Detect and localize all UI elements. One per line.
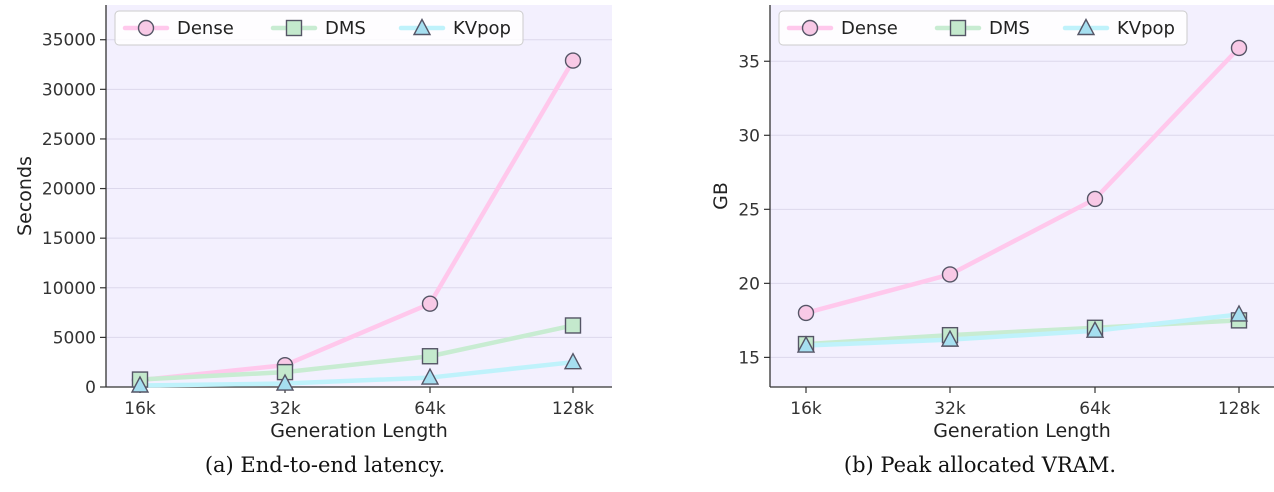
series-line-dense (803, 45, 1242, 316)
x-axis-title: Generation Length (270, 420, 448, 442)
y-tick-label: 30 (738, 126, 760, 146)
data-point-kvpop (1229, 304, 1249, 322)
x-tick-label: 32k (269, 399, 301, 419)
y-tick-label: 15 (738, 348, 760, 368)
plot-area (106, 5, 612, 387)
data-point-dms (564, 317, 582, 334)
y-tick-label: 10000 (42, 279, 96, 299)
x-tick-label: 16k (124, 399, 156, 419)
data-point-dense (1086, 190, 1104, 208)
x-tick-label: 128k (552, 399, 594, 419)
legend-marker-dense (137, 19, 155, 37)
data-point-dense (421, 295, 439, 312)
legend-marker-dms (285, 19, 303, 37)
legend-label-dms: DMS (989, 18, 1030, 39)
data-point-kvpop (796, 335, 816, 353)
legend-label-kvpop: KVpop (453, 18, 511, 39)
y-tick-label: 5000 (53, 328, 96, 348)
y-tick-label: 20 (738, 274, 760, 294)
x-tick-label: 64k (414, 399, 446, 419)
data-point-dense (941, 266, 959, 283)
chart-panel-2: 15 20 25 30 35 16k 32k 64k 128k Generation Length… (710, 5, 1274, 477)
legend-marker-kvpop (1076, 18, 1096, 36)
legend-label-dense: Dense (841, 18, 898, 39)
legend-label-dense: Dense (177, 18, 234, 39)
series-line-dms (137, 323, 576, 382)
legend: Dense DMS KVpop (114, 10, 524, 46)
series-line-dense (137, 58, 576, 383)
data-point-kvpop (563, 352, 583, 370)
legend-marker-dense (801, 19, 819, 37)
x-tick-label: 128k (1218, 399, 1260, 419)
x-tick-label: 32k (934, 399, 966, 419)
legend-label-dms: DMS (325, 18, 366, 39)
figure-caption: (a) End-to-end latency. (205, 453, 445, 477)
data-point-kvpop (275, 373, 295, 391)
data-point-kvpop (940, 329, 960, 347)
data-point-kvpop (1085, 320, 1105, 338)
chart-panel-1: 0 5000 10000 15000 20000 25000 30000 35000 16k 32… (14, 5, 612, 477)
legend-marker-dms (949, 19, 967, 37)
x-tick-label: 16k (790, 399, 822, 419)
data-point-dense (797, 304, 815, 322)
y-tick-label: 20000 (42, 180, 96, 200)
x-tick-label: 64k (1079, 399, 1111, 419)
y-tick-label: 0 (85, 378, 96, 398)
y-tick-label: 35 (738, 52, 760, 72)
y-tick-label: 35000 (42, 31, 96, 51)
y-tick-label: 30000 (42, 80, 96, 100)
legend-box (778, 10, 1188, 46)
data-point-dms (421, 348, 439, 365)
series-line-kvpop (803, 312, 1242, 348)
data-point-dense (1230, 39, 1248, 57)
data-point-kvpop (130, 375, 150, 393)
y-tick-label: 25 (738, 200, 760, 220)
y-axis-title: Seconds (14, 156, 36, 236)
data-point-kvpop (420, 367, 440, 385)
y-axis-title: GB (710, 182, 732, 210)
legend-marker-kvpop (412, 18, 432, 36)
figure-caption: (b) Peak allocated VRAM. (844, 453, 1116, 477)
data-point-dense (564, 52, 582, 69)
series-line-kvpop (137, 359, 576, 388)
x-axis-title: Generation Length (933, 420, 1111, 442)
legend: Dense DMS KVpop (778, 10, 1188, 46)
legend-box (114, 10, 524, 46)
y-tick-label: 25000 (42, 130, 96, 150)
legend-label-kvpop: KVpop (1117, 18, 1175, 39)
y-tick-label: 15000 (42, 229, 96, 249)
